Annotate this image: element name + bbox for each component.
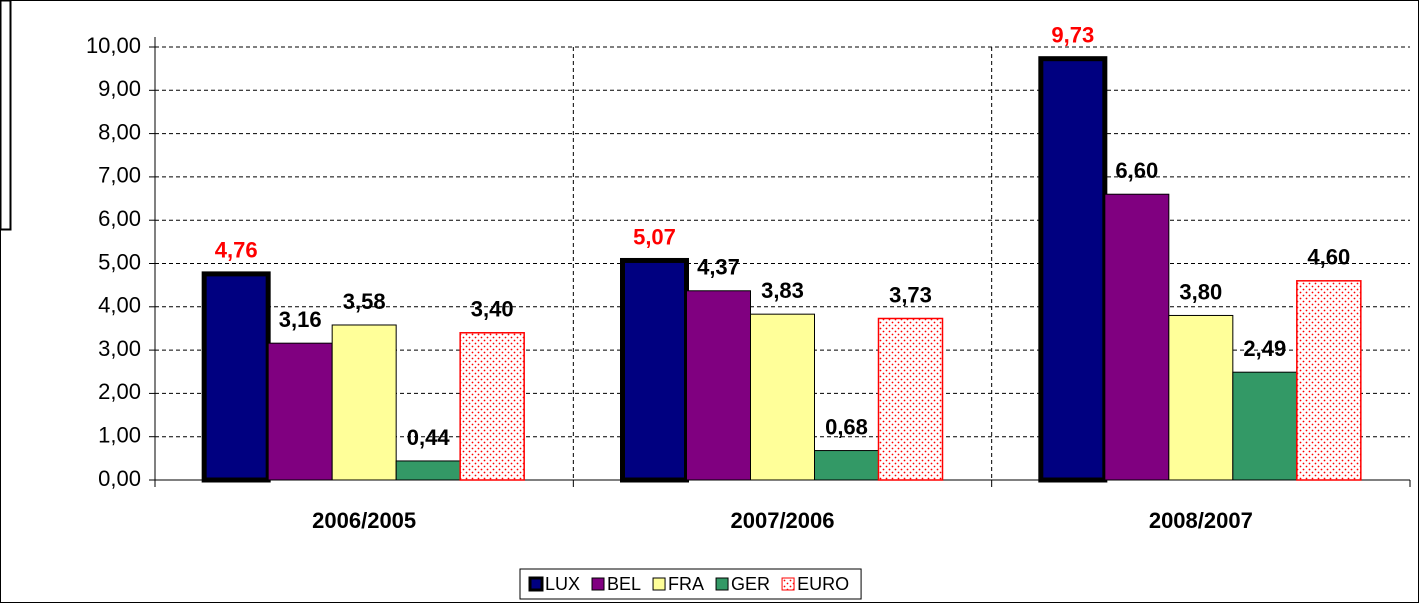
data-label: 3,73 xyxy=(889,282,932,307)
y-tick-label: 1,00 xyxy=(98,423,141,448)
bar xyxy=(1296,280,1362,481)
y-tick-label: 5,00 xyxy=(98,249,141,274)
data-label: 5,07 xyxy=(633,224,676,249)
bar xyxy=(620,257,689,483)
data-label: 2,49 xyxy=(1243,336,1286,361)
bar xyxy=(1168,314,1234,481)
y-tick-label: 7,00 xyxy=(98,163,141,188)
legend-swatch xyxy=(591,577,605,591)
legend-swatch xyxy=(652,577,666,591)
data-label: 3,16 xyxy=(279,307,322,332)
data-label: 4,37 xyxy=(697,255,740,280)
legend-swatch xyxy=(781,577,795,591)
bar xyxy=(201,271,271,483)
bar xyxy=(395,460,461,481)
data-label: 0,44 xyxy=(407,425,451,450)
data-label: 3,40 xyxy=(471,297,514,322)
legend-box xyxy=(519,568,862,600)
legend-label: GER xyxy=(731,574,770,594)
y-tick-label: 2,00 xyxy=(98,379,141,404)
legend-label: LUX xyxy=(545,574,580,594)
legend-label: EURO xyxy=(797,574,849,594)
legend-label: FRA xyxy=(668,574,704,594)
x-tick-label: 2006/2005 xyxy=(312,508,416,533)
y-tick-label: 6,00 xyxy=(98,206,141,231)
y-tick-label: 8,00 xyxy=(98,119,141,144)
bar xyxy=(1232,371,1298,481)
y-tick-label: 0,00 xyxy=(98,466,141,491)
data-label: 4,76 xyxy=(215,238,258,263)
data-label: 4,60 xyxy=(1307,245,1350,270)
legend-label: BEL xyxy=(607,574,641,594)
bar xyxy=(331,324,397,481)
y-tick-label: 10,00 xyxy=(86,33,141,58)
data-label: 9,73 xyxy=(1051,23,1094,48)
y-tick-label: 9,00 xyxy=(98,76,141,101)
y-tick-label: 3,00 xyxy=(98,336,141,361)
x-tick-label: 2008/2007 xyxy=(1149,508,1253,533)
bar xyxy=(1104,193,1170,481)
x-tick-label: 2007/2006 xyxy=(731,508,835,533)
bar xyxy=(686,290,751,481)
data-label: 3,58 xyxy=(343,289,386,314)
bar xyxy=(459,332,525,481)
data-label: 6,60 xyxy=(1115,158,1158,183)
bar xyxy=(750,313,815,481)
bar xyxy=(267,342,333,481)
bar xyxy=(814,450,879,481)
side-box xyxy=(0,0,12,231)
y-tick-label: 4,00 xyxy=(98,293,141,318)
data-label: 3,80 xyxy=(1179,279,1222,304)
legend-swatch xyxy=(528,576,544,592)
bar xyxy=(1038,56,1108,483)
data-label: 0,68 xyxy=(825,414,868,439)
data-label: 3,83 xyxy=(761,278,804,303)
legend-swatch xyxy=(715,577,729,591)
bar xyxy=(877,317,944,481)
